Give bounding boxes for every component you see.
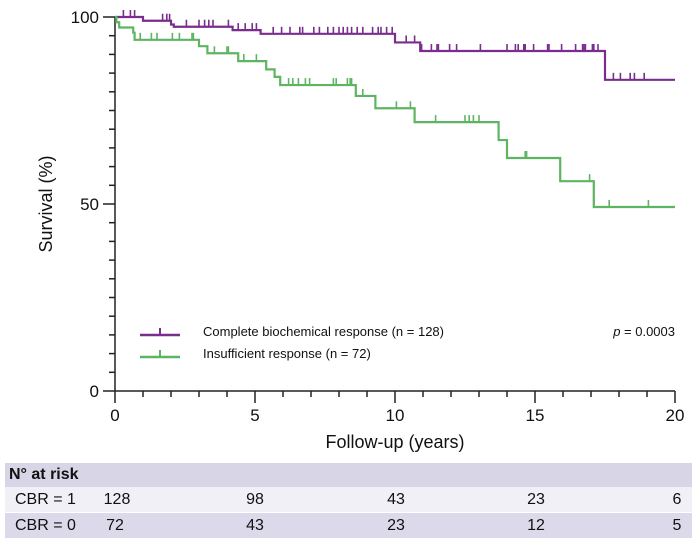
y-tick-label: 0 (90, 382, 99, 401)
x-tick-label: 5 (250, 406, 259, 425)
y-tick-label: 100 (71, 8, 99, 27)
series-1 (115, 15, 675, 209)
y-tick-label: 50 (80, 195, 99, 214)
risk-row-label: CBR = 0 (15, 517, 76, 534)
survival-curves (115, 10, 675, 209)
risk-row-cbr0: CBR = 0 72 43 23 12 5 (5, 513, 692, 538)
risk-table-header: N° at risk (5, 463, 692, 487)
x-axis-title: Follow-up (years) (325, 432, 464, 452)
risk-value: 128 (103, 491, 131, 508)
risk-value: 43 (246, 517, 264, 534)
risk-value: 12 (527, 517, 545, 534)
risk-value: 43 (387, 491, 405, 508)
risk-table: N° at risk CBR = 1 128 98 43 23 6 CBR = … (5, 463, 692, 538)
y-axis-title: Survival (%) (36, 155, 56, 252)
risk-value: 23 (387, 517, 405, 534)
x-tick-label: 20 (666, 406, 685, 425)
axes: 0 50 100 0 5 10 15 20 (71, 8, 685, 425)
legend-label-insufficient: Insufficient response (n = 72) (203, 346, 371, 361)
survival-curve-line (115, 15, 675, 209)
x-tick-label: 0 (110, 406, 119, 425)
risk-value: 98 (246, 491, 264, 508)
risk-value: 72 (106, 517, 124, 534)
legend: Complete biochemical response (n = 128) … (140, 324, 444, 361)
p-value-annotation: p = 0.0003 (612, 324, 675, 339)
x-tick-label: 15 (526, 406, 545, 425)
legend-swatch-insufficient (140, 350, 180, 359)
legend-swatch-cbr (140, 328, 180, 337)
risk-value: 5 (672, 517, 682, 534)
km-chart: 0 50 100 0 5 10 15 20 Survival (%) Follow-up (y… (36, 8, 685, 452)
risk-row-cbr1: CBR = 1 128 98 43 23 6 (5, 487, 692, 513)
legend-label-cbr: Complete biochemical response (n = 128) (203, 324, 444, 339)
series-0 (115, 10, 675, 81)
risk-value: 6 (672, 491, 682, 508)
x-tick-label: 10 (386, 406, 405, 425)
risk-row-label: CBR = 1 (15, 491, 76, 508)
risk-value: 23 (527, 491, 545, 508)
